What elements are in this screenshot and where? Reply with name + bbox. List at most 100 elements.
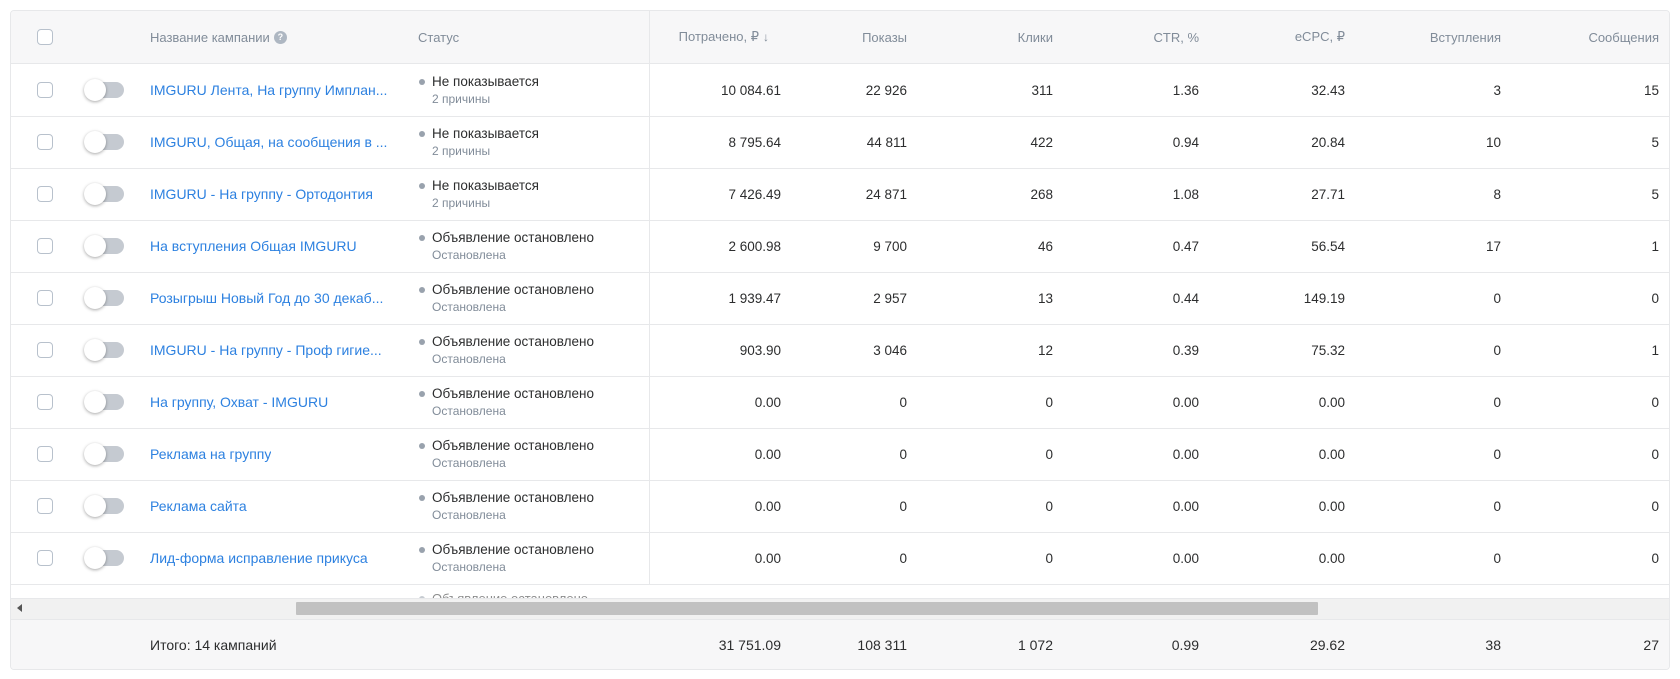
table-row[interactable]: Розыгрыш Новый Год до 30 декаб... Объявл… [11,272,1669,325]
status-subtext[interactable]: 2 причины [432,196,491,210]
status-subtext[interactable]: Остановлена [432,248,506,262]
campaign-toggle[interactable] [84,287,124,309]
help-icon[interactable]: ? [273,30,287,44]
column-header-status-label: Статус [418,29,460,45]
campaign-name-link[interactable]: IMGURU Лента, На группу Имплан... [150,82,388,98]
impressions-cell: 22 926 [865,82,907,98]
column-header-ctr[interactable]: CTR, % [1103,11,1200,63]
row-checkbox[interactable] [37,550,53,566]
joins-cell: 0 [1493,290,1501,306]
scroll-left-arrow-icon[interactable] [17,604,22,612]
column-header-impressions[interactable]: Показы [811,11,907,63]
table-row[interactable]: IMGURU - На группу - Ортодонтия Не показ… [11,168,1669,221]
campaign-toggle[interactable] [84,547,124,569]
campaign-name-cell: IMGURU - На группу - Проф гигие... [150,324,382,376]
campaign-name-cell: На вступления Общая IMGURU [150,220,357,272]
total-ecpc: 29.62 [1309,637,1345,653]
status-text: Объявление остановлено [432,386,595,401]
status-subtext[interactable]: Остановлена [432,508,506,522]
row-toggle-cell [84,220,124,272]
campaign-name-link[interactable]: Реклама сайта [150,498,247,514]
table-row[interactable]: IMGURU, Общая, на сообщения в ... Не пок… [11,116,1669,169]
joins-cell: 0 [1493,550,1501,566]
status-cell: Объявление остановлено Остановлена [419,376,594,428]
status-subtext[interactable]: Остановлена [432,404,506,418]
campaign-toggle[interactable] [84,79,124,101]
table-row[interactable]: Реклама на группу Объявление остановлено… [11,428,1669,481]
status-dot-icon [419,78,425,85]
toggle-knob [84,391,106,413]
campaign-toggle[interactable] [84,339,124,361]
campaign-name-link[interactable]: Реклама на группу [150,446,272,462]
column-header-messages[interactable]: Сообщения [1541,11,1659,63]
row-checkbox[interactable] [37,498,53,514]
table-row[interactable]: На вступления Общая IMGURU Объявление ос… [11,220,1669,273]
table-row[interactable]: Реклама сайта Объявление остановлено Ост… [11,480,1669,533]
column-header-ecpc[interactable]: eCPC, ₽ [1249,11,1345,63]
campaign-toggle[interactable] [84,443,124,465]
table-row[interactable]: IMGURU - На группу - Проф гигие... Объяв… [11,324,1669,377]
joins-cell: 3 [1493,82,1501,98]
messages-cell: 0 [1651,550,1659,566]
row-checkbox[interactable] [37,186,53,202]
column-divider [649,168,650,220]
ecpc-cell: 56.54 [1311,238,1345,254]
table-row[interactable]: Лид-форма исправление прикуса Объявление… [11,532,1669,585]
row-checkbox[interactable] [37,82,53,98]
table-row[interactable]: IMGURU Лента, На группу Имплан... Не пок… [11,64,1669,117]
total-spent: 31 751.09 [718,637,781,653]
column-header-spent[interactable]: Потрачено, ₽ ↓ [651,11,769,63]
campaign-name-link[interactable]: На вступления Общая IMGURU [150,238,357,254]
row-toggle-cell [84,428,124,480]
impressions-cell: 24 871 [865,186,907,202]
toggle-knob [84,547,106,569]
campaign-name-link[interactable]: IMGURU - На группу - Проф гигие... [150,342,382,358]
status-cell: Объявление остановлено Остановлена [419,272,594,324]
campaign-name-link[interactable]: На группу, Охват - IMGURU [150,394,329,410]
status-subtext[interactable]: Остановлена [432,456,506,470]
column-header-status[interactable]: Статус [418,11,459,63]
status-subtext[interactable]: Остановлена [432,352,506,366]
ctr-cell: 0.00 [1172,498,1199,514]
ecpc-cell: 0.00 [1318,394,1345,410]
messages-cell: 15 [1643,82,1659,98]
column-header-name[interactable]: Название кампании ? [150,11,287,63]
row-checkbox[interactable] [37,342,53,358]
campaign-name-link[interactable]: IMGURU, Общая, на сообщения в ... [150,134,388,150]
status-text: Не показывается [432,178,539,193]
column-divider [649,116,650,168]
status-line: Объявление остановлено [419,438,594,453]
row-select-cell [37,220,53,272]
row-select-cell [37,168,53,220]
status-subtext[interactable]: Остановлена [432,300,506,314]
campaign-toggle[interactable] [84,235,124,257]
row-checkbox[interactable] [37,394,53,410]
column-header-clicks[interactable]: Клики [957,11,1053,63]
row-checkbox[interactable] [37,134,53,150]
campaign-name-link[interactable]: Лид-форма исправление прикуса [150,550,368,566]
campaign-toggle[interactable] [84,391,124,413]
toggle-knob [84,131,106,153]
select-all-checkbox[interactable] [37,29,53,45]
status-dot-icon [419,390,425,397]
row-checkbox[interactable] [37,446,53,462]
row-checkbox[interactable] [37,238,53,254]
status-cell: Объявление остановлено Остановлена [419,480,594,532]
table-row[interactable]: На группу, Охват - IMGURU Объявление ост… [11,376,1669,429]
column-header-joins[interactable]: Вступления [1395,11,1501,63]
status-subtext[interactable]: 2 причины [432,144,491,158]
status-subtext[interactable]: 2 причины [432,92,491,106]
scrollbar-thumb[interactable] [296,602,1318,615]
campaign-name-cell: Лид-форма исправление прикуса [150,532,368,584]
row-checkbox[interactable] [37,290,53,306]
row-select-cell [37,64,53,116]
campaign-name-link[interactable]: Розыгрыш Новый Год до 30 декаб... [150,290,384,306]
horizontal-scrollbar[interactable] [11,598,1669,619]
campaign-name-cell: IMGURU Лента, На группу Имплан... [150,64,387,116]
status-subtext[interactable]: Остановлена [432,560,506,574]
campaign-name-link[interactable]: IMGURU - На группу - Ортодонтия [150,186,373,202]
table-header: Название кампании ? Статус Потрачено, ₽ … [11,11,1669,64]
campaign-toggle[interactable] [84,495,124,517]
campaign-toggle[interactable] [84,131,124,153]
campaign-toggle[interactable] [84,183,124,205]
